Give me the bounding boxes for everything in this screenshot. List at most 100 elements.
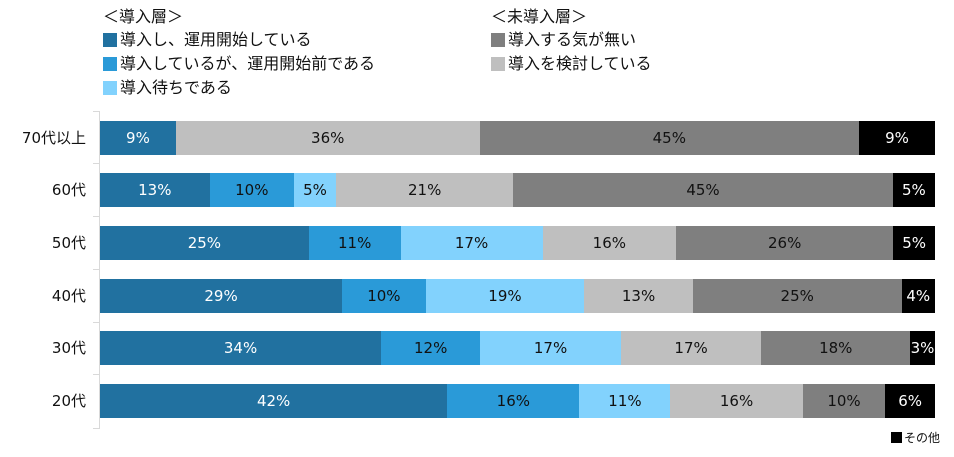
data-label: 45% — [686, 181, 720, 199]
bar-segment: 17% — [400, 226, 543, 260]
legend-item-waiting: 導入待ちである — [103, 76, 375, 100]
bar-segment: 6% — [885, 384, 935, 418]
data-label: 21% — [408, 181, 442, 199]
bar-segment: 10% — [342, 279, 426, 313]
legend-swatch — [103, 81, 117, 95]
legend-item-pre-operation: 導入しているが、運用開始前である — [103, 52, 375, 76]
legend-group-title: ＜導入層＞ — [103, 7, 184, 26]
legend-item-operating: 導入し、運用開始している — [103, 28, 375, 52]
data-label: 25% — [187, 234, 222, 252]
category-label: 30代 — [51, 339, 86, 357]
data-label: 9% — [126, 129, 150, 147]
stacked-bar: 42% 16% 11% 16% 10% 6% — [100, 384, 935, 418]
bar-segment: 36% — [175, 121, 480, 155]
legend-label: 導入待ちである — [120, 78, 232, 97]
legend-swatch — [491, 33, 505, 47]
stacked-bar: 9% 36% 45% 9% — [100, 121, 935, 155]
legend-item-other: その他 — [891, 430, 941, 445]
data-label: 29% — [204, 287, 238, 305]
stacked-bar: 34% 12% 17% 17% 18% 3% — [100, 331, 935, 365]
bar-segment: 13% — [100, 173, 210, 207]
legend-label: 導入しているが、運用開始前である — [120, 54, 376, 73]
category-axis — [99, 111, 100, 429]
data-label: 13% — [138, 181, 172, 199]
legend-item-considering: 導入を検討している — [491, 52, 652, 76]
data-label: 34% — [223, 339, 258, 357]
bar-segment: 16% — [670, 384, 803, 418]
data-label: 19% — [488, 287, 522, 305]
stacked-bar: 29% 10% 19% 13% 25% 4% — [100, 279, 935, 313]
bar-segment: 10% — [209, 173, 294, 207]
bar-segment: 18% — [761, 331, 911, 365]
bar-segment: 3% — [910, 331, 935, 365]
data-label: 9% — [885, 129, 909, 147]
axis-tick — [93, 111, 99, 112]
bar-segment: 5% — [293, 173, 337, 207]
bar-segment: 13% — [584, 279, 693, 313]
bar-segment: 34% — [100, 331, 382, 365]
legend-adopted-group: ＜導入層＞ 導入し、運用開始している 導入しているが、運用開始前である 導入待ち… — [103, 6, 375, 100]
category-label: 20代 — [51, 392, 86, 410]
data-label: 13% — [621, 287, 656, 305]
data-label: 17% — [454, 234, 489, 252]
bar-segment: 11% — [308, 226, 401, 260]
axis-tick — [93, 216, 99, 217]
bar-segment: 9% — [100, 121, 176, 155]
bar-segment: 29% — [100, 279, 343, 313]
data-label: 11% — [338, 234, 372, 252]
stacked-bar: 13% 10% 5% 21% 45% 5% — [100, 173, 935, 207]
bar-segment: 19% — [425, 279, 585, 313]
data-label: 42% — [256, 392, 291, 410]
bar-segment: 9% — [859, 121, 935, 155]
bar-segment: 11% — [579, 384, 671, 418]
data-label: 17% — [674, 339, 708, 357]
legend-swatch — [103, 57, 117, 71]
axis-tick — [93, 269, 99, 270]
legend-swatch — [103, 33, 117, 47]
data-label: 10% — [827, 392, 861, 410]
axis-tick — [93, 428, 99, 429]
data-label: 16% — [592, 234, 626, 252]
axis-tick — [93, 374, 99, 375]
legend-label: 導入を検討している — [508, 54, 652, 73]
data-label: 11% — [608, 392, 642, 410]
bar-segment: 25% — [692, 279, 902, 313]
bar-segment: 4% — [901, 279, 935, 313]
category-label: 40代 — [51, 287, 86, 305]
data-label: 26% — [768, 234, 802, 252]
axis-tick — [93, 163, 99, 164]
bar-segment: 42% — [100, 384, 448, 418]
bar-segment: 26% — [676, 226, 894, 260]
bar-segment: 25% — [100, 226, 309, 260]
bar-segment: 21% — [336, 173, 514, 207]
data-label: 3% — [910, 339, 935, 357]
data-label: 45% — [652, 129, 686, 147]
bar-segment: 16% — [542, 226, 677, 260]
data-label: 16% — [719, 392, 754, 410]
bar-segment: 17% — [620, 331, 762, 365]
bar-segment: 5% — [893, 226, 935, 260]
bar-segment: 12% — [381, 331, 481, 365]
legend-swatch — [891, 431, 902, 443]
legend-not-adopted-group: ＜未導入層＞ 導入する気が無い 導入を検討している — [491, 6, 652, 76]
category-label: 70代以上 — [21, 129, 86, 147]
data-label: 6% — [898, 392, 923, 410]
data-label: 16% — [496, 392, 531, 410]
legend-label: 導入する気が無い — [508, 30, 637, 49]
axis-tick — [93, 322, 99, 323]
category-label: 50代 — [51, 234, 86, 252]
data-label: 17% — [533, 339, 568, 357]
legend-label: その他 — [904, 430, 941, 445]
data-label: 5% — [901, 181, 926, 199]
data-label: 5% — [902, 234, 926, 252]
data-label: 36% — [311, 129, 345, 147]
bar-segment: 10% — [802, 384, 886, 418]
data-label: 10% — [235, 181, 269, 199]
stacked-bar: 25% 11% 17% 16% 26% 5% — [100, 226, 935, 260]
data-label: 5% — [303, 181, 327, 199]
bar-segment: 45% — [513, 173, 893, 207]
legend-swatch — [491, 57, 505, 71]
legend-label: 導入し、運用開始している — [120, 30, 312, 49]
data-label: 12% — [414, 339, 448, 357]
bar-segment: 5% — [892, 173, 935, 207]
